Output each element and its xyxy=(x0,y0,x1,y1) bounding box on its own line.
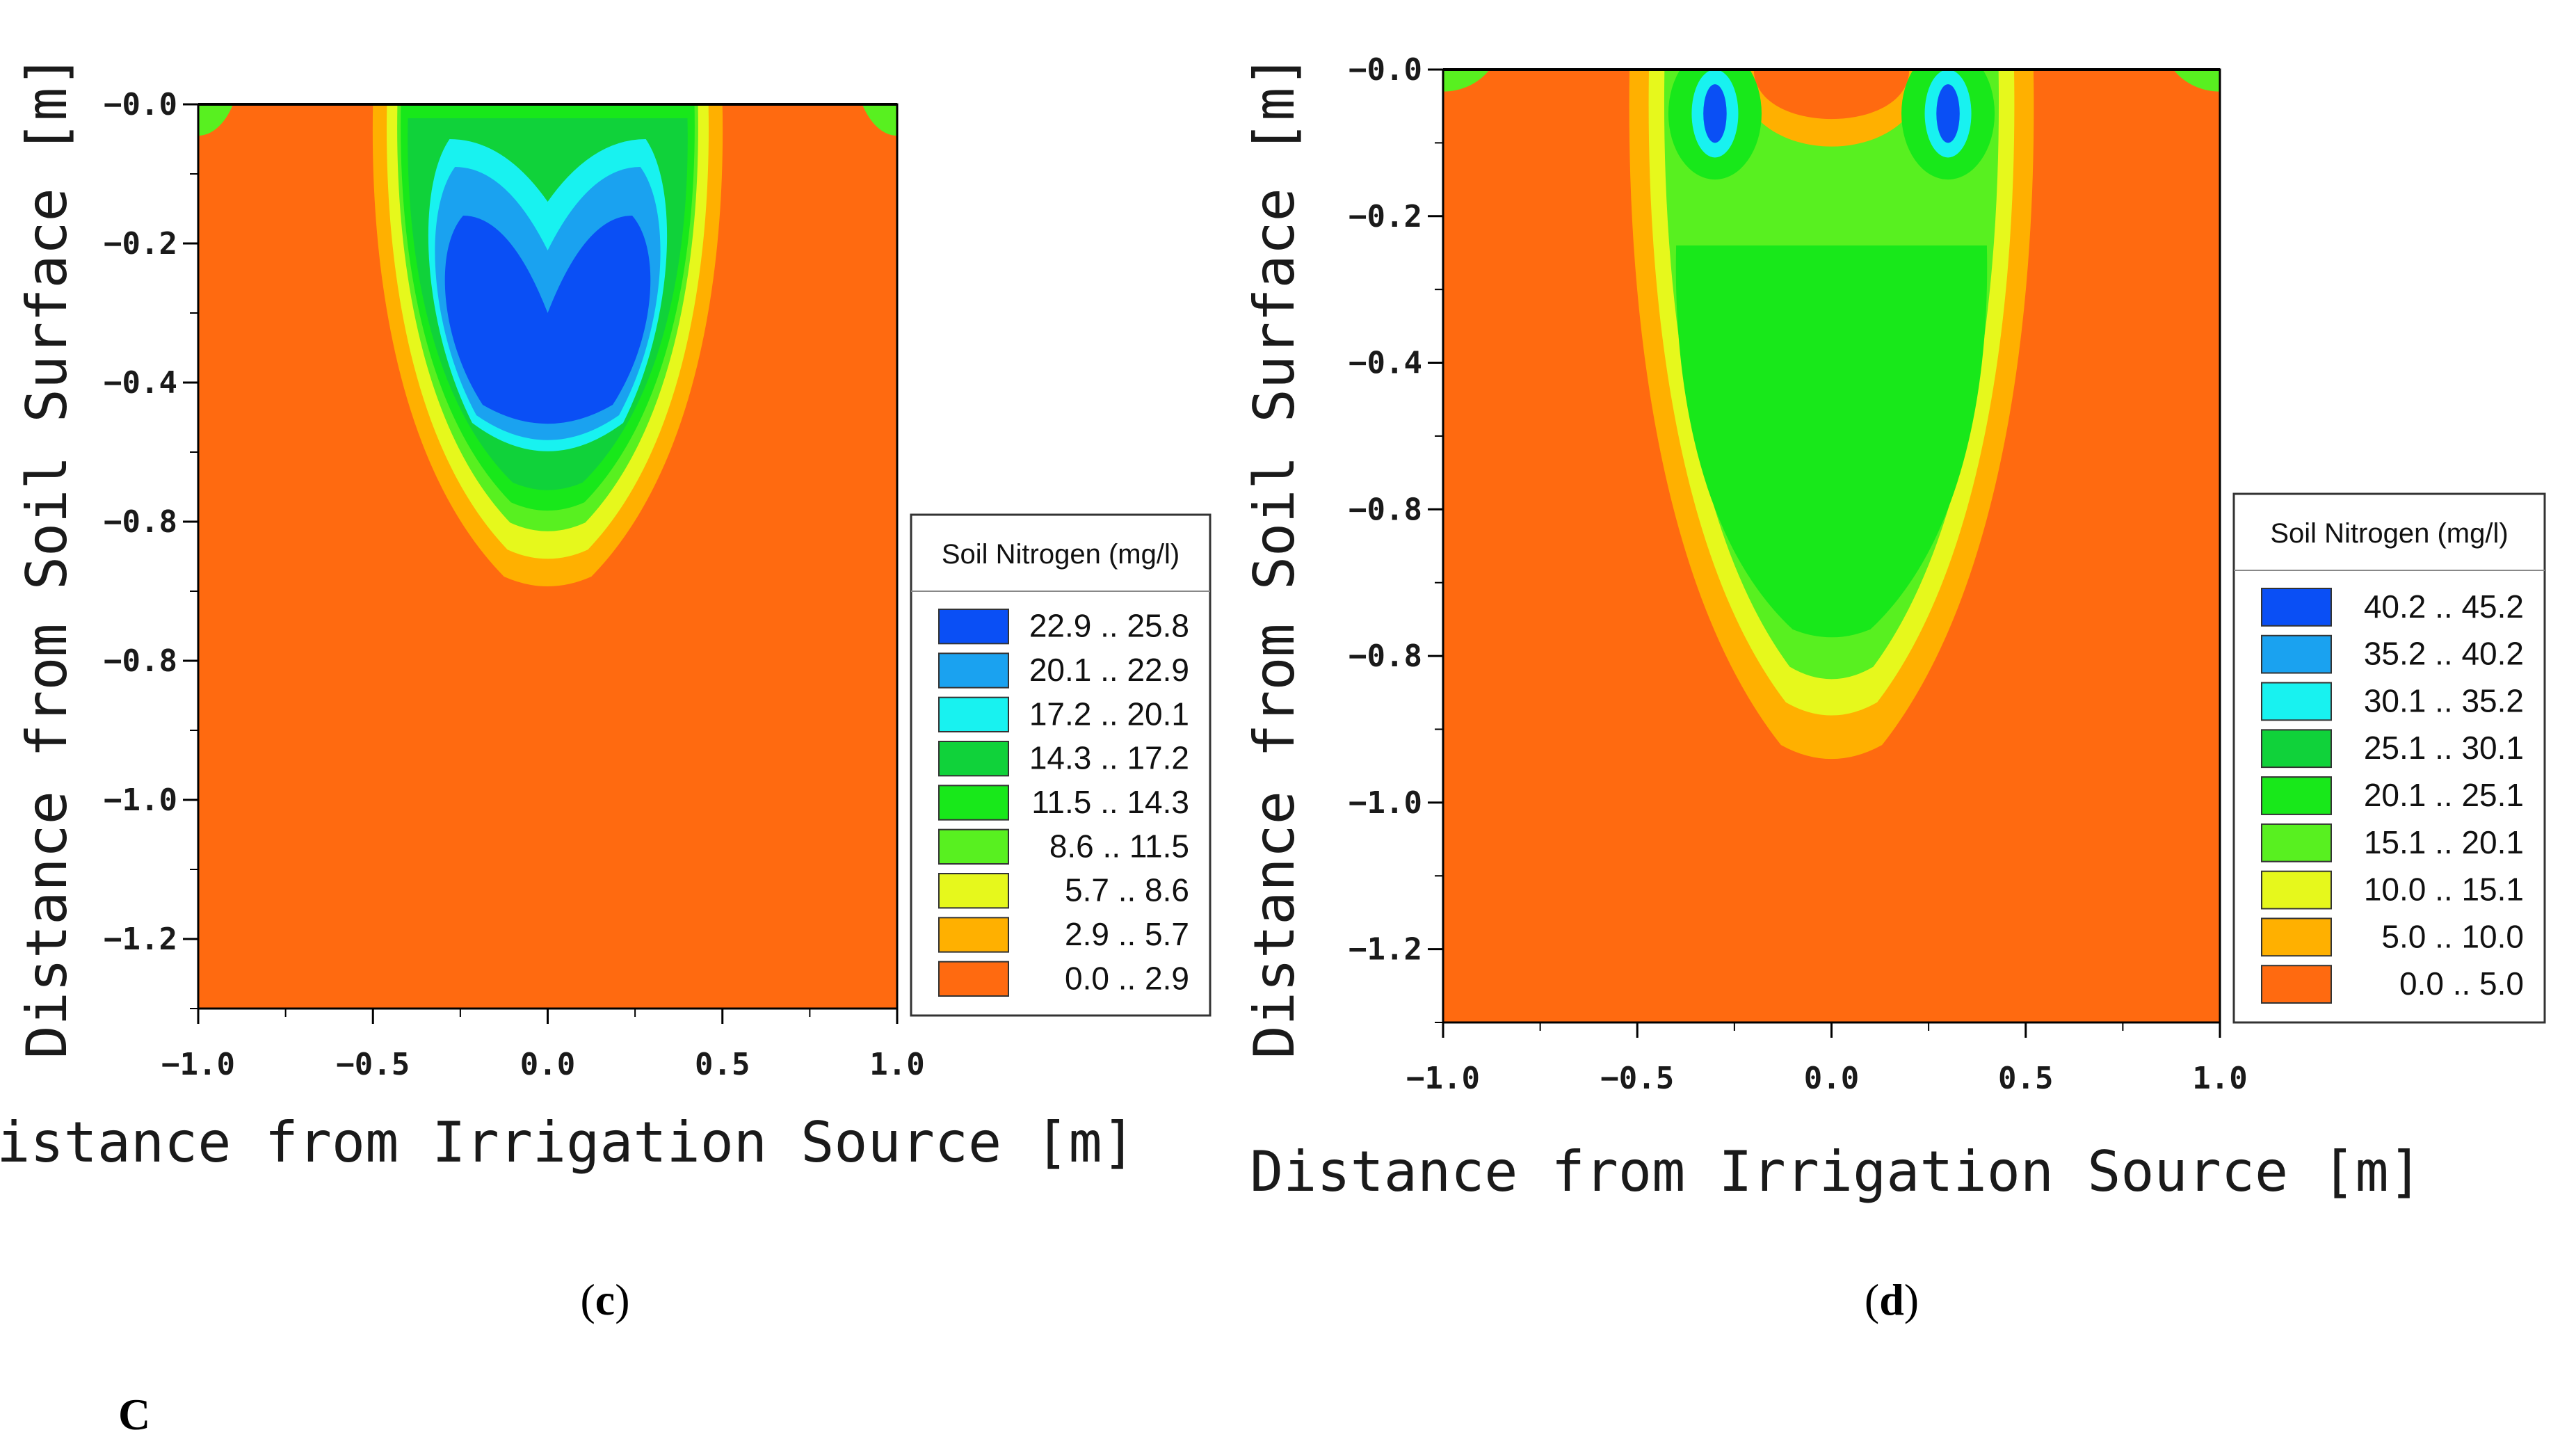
legend-title: Soil Nitrogen (mg/l) xyxy=(942,539,1180,570)
x-tick-label: −0.5 xyxy=(336,1047,410,1082)
legend-label: 14.3 .. 17.2 xyxy=(1029,740,1189,776)
y-tick-label: −0.8 xyxy=(104,643,177,679)
legend-swatch xyxy=(938,961,1009,997)
legend-swatch xyxy=(2261,917,2332,957)
y-tick-label: −0.4 xyxy=(1349,346,1422,381)
x-tick-label: 0.5 xyxy=(695,1047,750,1082)
x-tick-label: 0.0 xyxy=(520,1047,575,1082)
legend-swatch xyxy=(938,696,1009,733)
legend-swatch xyxy=(2261,965,2332,1004)
legend-label: 30.1 .. 35.2 xyxy=(2364,682,2524,719)
contour-layer xyxy=(198,104,897,586)
legend-swatch xyxy=(938,609,1009,645)
legend-label: 0.0 .. 2.9 xyxy=(1065,960,1189,996)
y-tick-label: −1.2 xyxy=(1349,932,1422,968)
panel-caption: (d) xyxy=(1865,1275,1919,1324)
y-tick-label: −0.4 xyxy=(104,365,177,401)
legend-label: 40.2 .. 45.2 xyxy=(2364,588,2524,625)
caption-open: ( xyxy=(580,1275,595,1324)
hotspot-40.2 .. 45.2 xyxy=(1936,84,1960,143)
edge-contour-15.1 .. 20.1 xyxy=(1443,70,1490,92)
legend-label: 2.9 .. 5.7 xyxy=(1065,916,1189,952)
legend-swatch xyxy=(938,828,1009,865)
edge-contour-15.1 .. 20.1 xyxy=(2173,70,2220,92)
legend-label: 22.9 .. 25.8 xyxy=(1029,608,1189,644)
caption-close: ) xyxy=(615,1275,629,1324)
y-tick-label: −0.0 xyxy=(1349,52,1422,88)
legend-swatch xyxy=(2261,823,2332,862)
legend-title: Soil Nitrogen (mg/l) xyxy=(2270,518,2508,549)
legend-swatch xyxy=(2261,729,2332,769)
x-tick-label: 1.0 xyxy=(869,1047,924,1082)
x-tick-label: 0.5 xyxy=(1998,1061,2053,1096)
legend-label: 15.1 .. 20.1 xyxy=(2364,824,2524,860)
caption-close: ) xyxy=(1904,1275,1919,1324)
y-axis-title: Distance from Soil Surface [m] xyxy=(1242,54,1307,1059)
x-tick-label: −1.0 xyxy=(1406,1061,1480,1096)
edge-contour-8.6 .. 11.5 xyxy=(862,104,897,136)
caption-open: ( xyxy=(1865,1275,1879,1324)
y-tick-label: −0.2 xyxy=(104,226,177,262)
legend-label: 20.1 .. 22.9 xyxy=(1029,652,1189,688)
contour-layer xyxy=(1443,70,2220,760)
chart-panel-c: −1.0 −0.5 0.0 0.5 1.0 −0.0 −0.2 −0.4 −0.8 −0.8 −1.… xyxy=(0,54,1211,1324)
legend-swatch xyxy=(2261,776,2332,815)
y-tick-label: −0.0 xyxy=(104,87,177,122)
legend-label: 10.0 .. 15.1 xyxy=(2364,872,2524,908)
legend-swatch xyxy=(938,873,1009,909)
legend-swatch xyxy=(938,652,1009,689)
legend-label: 5.0 .. 10.0 xyxy=(2381,918,2524,954)
edge-contour-8.6 .. 11.5 xyxy=(198,104,234,136)
legend-swatch xyxy=(938,785,1009,821)
panel-caption: (c) xyxy=(580,1275,629,1324)
caption-letter: c xyxy=(595,1275,615,1324)
legend-swatch xyxy=(938,917,1009,953)
legend-label: 25.1 .. 30.1 xyxy=(2364,730,2524,766)
y-tick-label: −1.2 xyxy=(104,922,177,957)
x-tick-label: 1.0 xyxy=(2192,1061,2247,1096)
legend-label: 0.0 .. 5.0 xyxy=(2399,965,2524,1002)
legend-swatch xyxy=(2261,682,2332,721)
x-tick-label: −1.0 xyxy=(161,1047,235,1082)
legend-swatch xyxy=(938,741,1009,777)
x-tick-label: 0.0 xyxy=(1804,1061,1859,1096)
y-tick-label: −1.0 xyxy=(1349,785,1422,821)
x-axis-title: Distance from Irrigation Source [m] xyxy=(0,1110,1136,1175)
legend-label: 5.7 .. 8.6 xyxy=(1065,872,1189,908)
contour-20.1 .. 25.1 xyxy=(1675,245,1988,638)
legend-swatch xyxy=(2261,870,2332,910)
chart-panel-d: −1.0 −0.5 0.0 0.5 1.0 −0.0 −0.2 −0.4 −0.8 −0.8 −1.… xyxy=(1242,52,2546,1324)
y-tick-label: −0.8 xyxy=(104,504,177,540)
caption-letter: d xyxy=(1879,1275,1904,1324)
x-axis-title: Distance from Irrigation Source [m] xyxy=(1250,1139,2422,1204)
legend-label: 20.1 .. 25.1 xyxy=(2364,777,2524,813)
legend-label: 8.6 .. 11.5 xyxy=(1049,828,1189,864)
figure-label: C xyxy=(118,1390,150,1439)
y-tick-label: −0.8 xyxy=(1349,492,1422,527)
legend-label: 11.5 .. 14.3 xyxy=(1031,784,1189,820)
legend-label: 17.2 .. 20.1 xyxy=(1029,696,1189,732)
hotspot-40.2 .. 45.2 xyxy=(1703,84,1727,143)
contour-22.9 .. 25.8 xyxy=(444,216,651,424)
y-axis-title: Distance from Soil Surface [m] xyxy=(15,54,79,1059)
x-tick-label: −0.5 xyxy=(1600,1061,1674,1096)
y-tick-label: −0.2 xyxy=(1349,199,1422,234)
top-cutout-0.0 .. 5.0 xyxy=(1753,70,1910,120)
y-tick-label: −1.0 xyxy=(104,782,177,818)
legend-swatch xyxy=(2261,588,2332,627)
legend-swatch xyxy=(2261,634,2332,674)
y-tick-label: −0.8 xyxy=(1349,639,1422,674)
legend-label: 35.2 .. 40.2 xyxy=(2364,636,2524,672)
